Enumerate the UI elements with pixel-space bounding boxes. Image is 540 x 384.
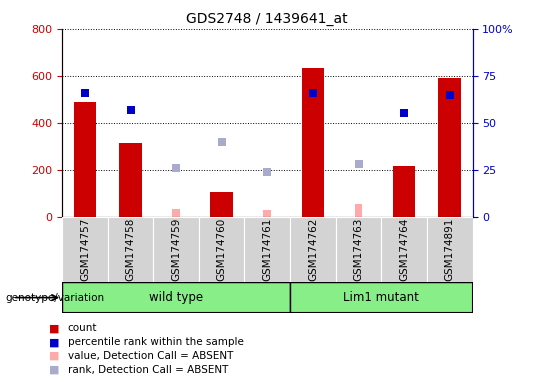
Text: GSM174764: GSM174764 bbox=[399, 218, 409, 281]
Bar bbox=[427, 217, 472, 282]
Bar bbox=[73, 102, 96, 217]
Text: GSM174762: GSM174762 bbox=[308, 218, 318, 281]
Bar bbox=[210, 192, 233, 217]
Text: GSM174891: GSM174891 bbox=[445, 218, 455, 281]
Text: genotype/variation: genotype/variation bbox=[5, 293, 105, 303]
Title: GDS2748 / 1439641_at: GDS2748 / 1439641_at bbox=[186, 12, 348, 26]
Bar bbox=[119, 143, 142, 217]
Bar bbox=[62, 282, 290, 313]
Text: Lim1 mutant: Lim1 mutant bbox=[343, 291, 419, 304]
Text: wild type: wild type bbox=[149, 291, 203, 304]
Bar bbox=[354, 204, 362, 217]
Bar bbox=[438, 78, 461, 217]
Bar bbox=[172, 209, 180, 217]
Bar bbox=[199, 217, 245, 282]
Text: ■: ■ bbox=[49, 323, 59, 333]
Text: value, Detection Call = ABSENT: value, Detection Call = ABSENT bbox=[68, 351, 233, 361]
Text: GSM174759: GSM174759 bbox=[171, 218, 181, 281]
Text: GSM174761: GSM174761 bbox=[262, 218, 272, 281]
Bar bbox=[381, 217, 427, 282]
Text: rank, Detection Call = ABSENT: rank, Detection Call = ABSENT bbox=[68, 365, 228, 375]
Text: GSM174757: GSM174757 bbox=[80, 218, 90, 281]
Text: count: count bbox=[68, 323, 97, 333]
Text: GSM174763: GSM174763 bbox=[354, 218, 363, 281]
Bar bbox=[153, 217, 199, 282]
Bar bbox=[62, 217, 107, 282]
Bar bbox=[301, 68, 325, 217]
Text: percentile rank within the sample: percentile rank within the sample bbox=[68, 337, 244, 347]
Text: ■: ■ bbox=[49, 365, 59, 375]
Bar bbox=[336, 217, 381, 282]
Bar bbox=[107, 217, 153, 282]
Bar bbox=[264, 210, 271, 217]
Bar bbox=[245, 217, 290, 282]
Bar bbox=[290, 282, 472, 313]
Text: ■: ■ bbox=[49, 337, 59, 347]
Text: ■: ■ bbox=[49, 351, 59, 361]
Text: GSM174760: GSM174760 bbox=[217, 218, 227, 281]
Bar bbox=[290, 217, 336, 282]
Bar bbox=[393, 166, 415, 217]
Text: GSM174758: GSM174758 bbox=[125, 218, 136, 281]
